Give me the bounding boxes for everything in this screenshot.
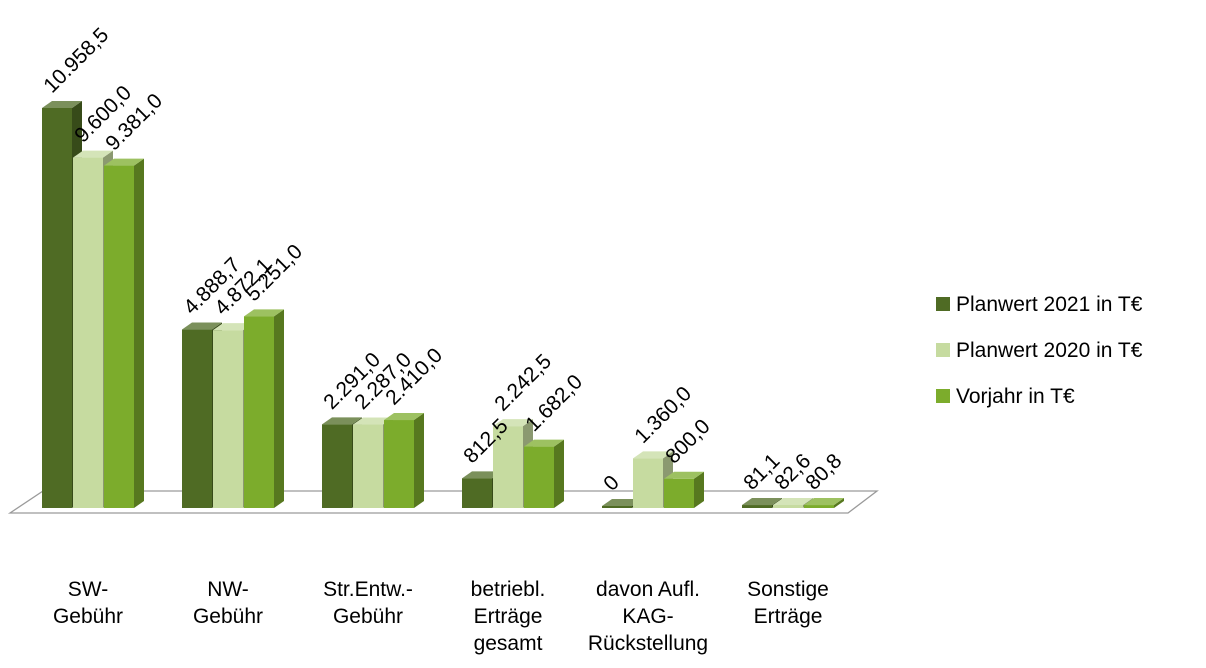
bar-top bbox=[42, 101, 82, 108]
bar-top bbox=[182, 322, 222, 330]
bar-top bbox=[322, 417, 362, 425]
bar-front bbox=[633, 458, 663, 508]
bar-top bbox=[244, 309, 284, 317]
bar-top bbox=[213, 323, 253, 331]
bar-front bbox=[524, 446, 554, 508]
category-label: SW-Gebühr bbox=[53, 578, 123, 628]
category-label: Sonstige Erträge bbox=[747, 578, 829, 628]
bar-front bbox=[104, 165, 134, 508]
legend-item: Planwert 2021 in T€ bbox=[936, 293, 1143, 316]
bar-front bbox=[742, 505, 772, 508]
data-labels: 10.958,59.600,09.381,04.888,74.872,15.25… bbox=[39, 23, 846, 495]
legend-item: Planwert 2020 in T€ bbox=[936, 339, 1143, 362]
bar-front bbox=[73, 157, 103, 508]
bar-front bbox=[182, 329, 212, 508]
bar bbox=[664, 471, 704, 508]
data-label: 80,8 bbox=[801, 449, 846, 494]
bar-front bbox=[213, 330, 243, 508]
bar-top bbox=[462, 471, 502, 479]
legend-label: Planwert 2020 in T€ bbox=[956, 339, 1143, 362]
bar-top bbox=[524, 439, 564, 447]
category-axis: SW-Gebühr NW-Gebühr Str.Entw.-Gebühr betrie… bbox=[53, 578, 829, 655]
legend-swatch bbox=[936, 343, 950, 357]
bar-top bbox=[73, 150, 113, 158]
category-label: NW-Gebühr bbox=[193, 578, 263, 628]
data-label: 10.958,5 bbox=[39, 23, 113, 97]
bar-top bbox=[742, 498, 782, 506]
bar bbox=[104, 158, 144, 508]
bar-top bbox=[353, 417, 393, 425]
category-label: davon Aufl. KAG-Rückstellung bbox=[588, 578, 708, 655]
bar-side bbox=[694, 471, 704, 508]
legend-label: Vorjahr in T€ bbox=[956, 385, 1075, 408]
legend-item: Vorjahr in T€ bbox=[936, 385, 1075, 408]
bar-front bbox=[353, 424, 383, 508]
bar bbox=[384, 413, 424, 508]
bar-top bbox=[773, 497, 813, 505]
bar-top bbox=[633, 451, 673, 459]
bar-top bbox=[804, 498, 844, 506]
bar-front bbox=[804, 505, 834, 508]
bar bbox=[524, 439, 564, 508]
bar-top bbox=[384, 413, 424, 421]
bar-front bbox=[244, 316, 274, 508]
bar-front bbox=[602, 506, 632, 508]
bar-top bbox=[602, 499, 642, 506]
legend-swatch bbox=[936, 389, 950, 403]
bar-top bbox=[104, 158, 144, 166]
bar-front bbox=[42, 108, 72, 508]
legend: Planwert 2021 in T€ Planwert 2020 in T€ Vo… bbox=[936, 293, 1143, 408]
bar bbox=[244, 309, 284, 508]
bar-side bbox=[554, 439, 564, 508]
legend-label: Planwert 2021 in T€ bbox=[956, 293, 1143, 316]
bar-front bbox=[664, 478, 694, 508]
legend-swatch bbox=[936, 297, 950, 311]
bar-front bbox=[462, 478, 492, 508]
bar-front bbox=[493, 426, 523, 508]
bar-top bbox=[664, 471, 704, 479]
bar-front bbox=[322, 424, 352, 508]
bar-side bbox=[834, 498, 844, 508]
bar-side bbox=[414, 413, 424, 508]
bar-side bbox=[134, 158, 144, 508]
bar-front bbox=[773, 504, 803, 508]
category-label: betriebl. Erträge gesamt bbox=[471, 578, 546, 655]
category-label: Str.Entw.-Gebühr bbox=[323, 578, 413, 628]
bar-area bbox=[42, 101, 844, 508]
bar-top bbox=[493, 419, 533, 427]
bar-front bbox=[384, 420, 414, 508]
bar-side bbox=[274, 309, 284, 508]
bar bbox=[804, 498, 844, 508]
